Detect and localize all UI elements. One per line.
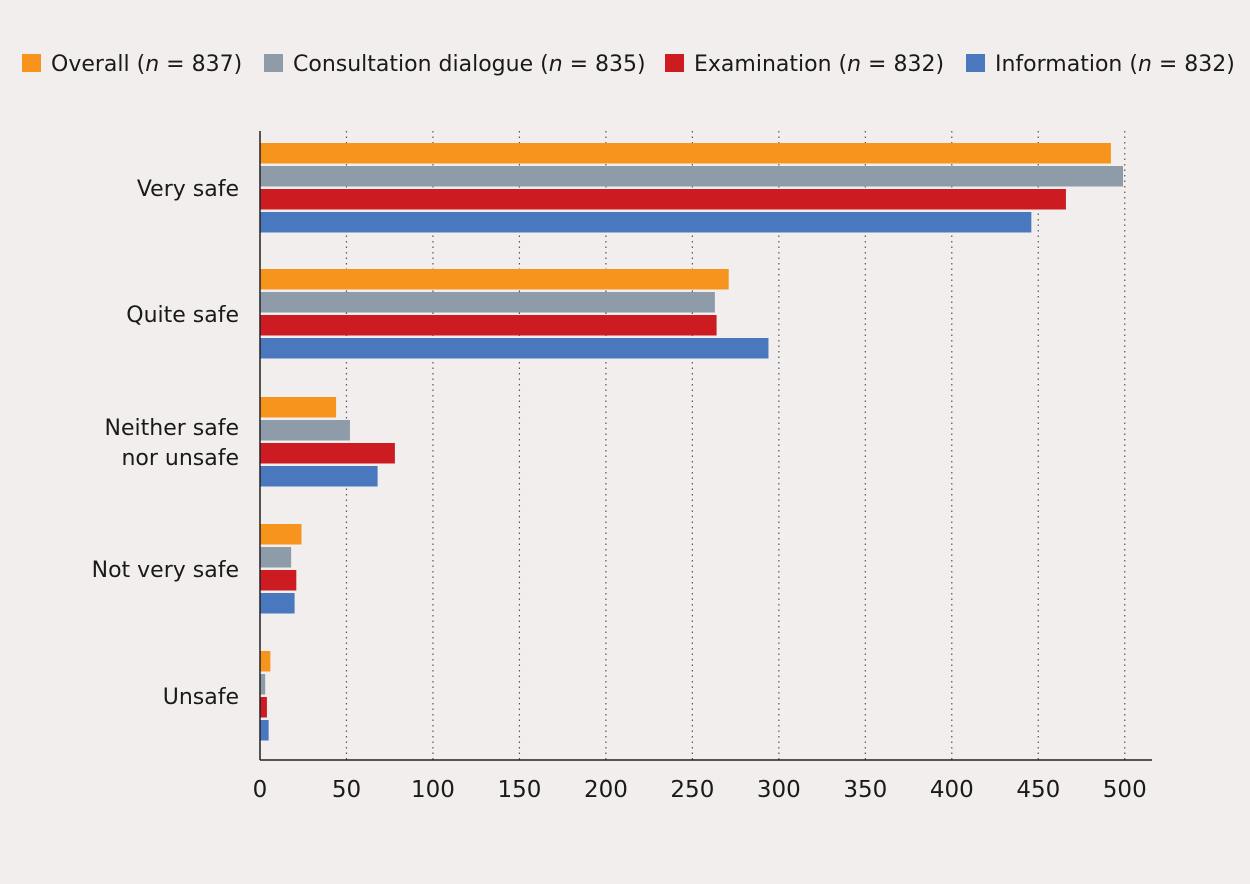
legend: Overall (n = 837) Consultation dialogue (… (22, 52, 1235, 77)
legend-label: Examination (n = 832) (694, 52, 944, 77)
category-label-neither-safe-nor-unsafe: Neither safe nor unsafe (105, 416, 239, 471)
bars (260, 143, 1124, 741)
bar-very-safe-consultation-dialogue (260, 166, 1124, 187)
bar-neither-safe-nor-unsafe-examination (260, 443, 395, 464)
legend-label: Information (n = 832) (995, 52, 1235, 77)
bar-neither-safe-nor-unsafe-consultation-dialogue (260, 420, 350, 441)
bar-quite-safe-examination (260, 315, 717, 336)
category-label-line: Very safe (137, 177, 239, 202)
x-tick-label-350: 350 (843, 777, 887, 803)
x-tick-label-200: 200 (584, 777, 628, 803)
category-label-unsafe: Unsafe (163, 685, 239, 710)
legend-item-overall: Overall (n = 837) (22, 52, 242, 77)
bar-quite-safe-information (260, 338, 769, 359)
x-tick-labels: 0 50 100 150 200 250 300 350 400 450 500 (253, 777, 1147, 803)
bar-very-safe-overall (260, 143, 1111, 164)
bar-neither-safe-nor-unsafe-overall (260, 397, 337, 418)
bar-unsafe-overall (260, 651, 271, 672)
legend-swatch (264, 54, 283, 72)
x-tick-label-50: 50 (332, 777, 361, 803)
category-label-line: nor unsafe (121, 446, 239, 471)
category-label-line: Unsafe (163, 685, 239, 710)
bar-very-safe-examination (260, 189, 1066, 210)
x-tick-label-150: 150 (497, 777, 541, 803)
bar-unsafe-examination (260, 697, 267, 718)
legend-item-consultation-dialogue: Consultation dialogue (n = 835) (264, 52, 646, 77)
legend-swatch (966, 54, 985, 72)
grid (345, 131, 1126, 760)
bar-not-very-safe-consultation-dialogue (260, 547, 292, 568)
category-labels: Very safe Quite safe Neither safe nor unsaf… (92, 177, 239, 710)
bar-unsafe-consultation-dialogue (260, 674, 266, 695)
category-label-quite-safe: Quite safe (126, 303, 239, 328)
x-tick-label-450: 450 (1016, 777, 1060, 803)
x-tick-label-500: 500 (1103, 777, 1147, 803)
bar-unsafe-information (260, 720, 269, 741)
bar-neither-safe-nor-unsafe-information (260, 466, 378, 487)
legend-swatch (22, 54, 41, 72)
x-tick-label-300: 300 (757, 777, 801, 803)
legend-label: Overall (n = 837) (51, 52, 242, 77)
category-label-line: Quite safe (126, 303, 239, 328)
x-tick-label-100: 100 (411, 777, 455, 803)
bar-not-very-safe-information (260, 593, 295, 614)
bar-not-very-safe-examination (260, 570, 297, 591)
category-label-very-safe: Very safe (137, 177, 239, 202)
bar-not-very-safe-overall (260, 524, 302, 545)
bar-quite-safe-overall (260, 269, 729, 290)
legend-label: Consultation dialogue (n = 835) (293, 52, 646, 77)
legend-swatch (665, 54, 684, 72)
category-label-not-very-safe: Not very safe (92, 558, 239, 583)
x-tick-label-250: 250 (670, 777, 714, 803)
bar-quite-safe-consultation-dialogue (260, 292, 715, 313)
x-tick-label-0: 0 (253, 777, 268, 803)
bar-very-safe-information (260, 212, 1032, 233)
x-tick-label-400: 400 (930, 777, 974, 803)
legend-item-information: Information (n = 832) (966, 52, 1235, 77)
category-label-line: Not very safe (92, 558, 239, 583)
axes (259, 131, 1152, 761)
category-label-line: Neither safe (105, 416, 239, 441)
legend-item-examination: Examination (n = 832) (665, 52, 944, 77)
